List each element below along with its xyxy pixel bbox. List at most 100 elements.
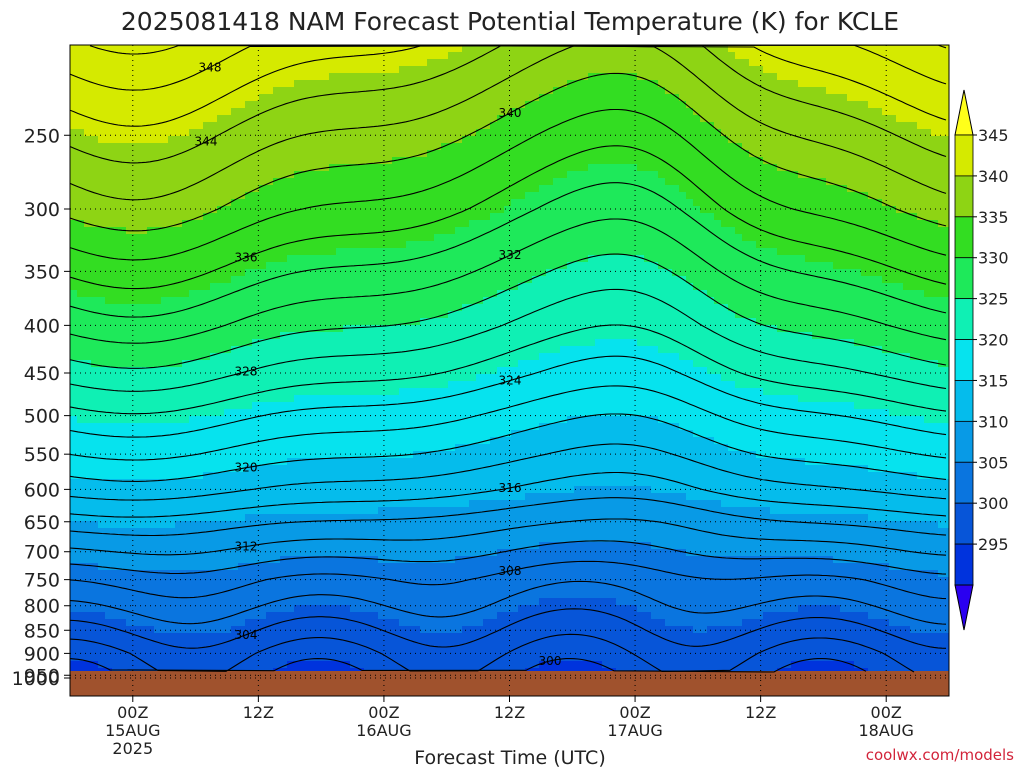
fill-cell (168, 486, 176, 494)
fill-cell (231, 360, 239, 368)
fill-cell (343, 388, 351, 396)
fill-cell (84, 416, 92, 424)
fill-cell (105, 381, 113, 389)
fill-cell (315, 325, 323, 333)
fill-cell (252, 451, 260, 459)
fill-cell (371, 122, 379, 130)
fill-cell (112, 563, 120, 571)
fill-cell (161, 647, 169, 655)
fill-cell (154, 423, 162, 431)
fill-cell (350, 409, 358, 417)
fill-cell (238, 269, 246, 277)
fill-cell (77, 199, 85, 207)
fill-cell (259, 472, 267, 480)
fill-cell (217, 108, 225, 116)
fill-cell (77, 591, 85, 599)
fill-cell (259, 612, 267, 620)
fill-cell (224, 304, 232, 312)
fill-cell (406, 122, 414, 130)
fill-cell (315, 556, 323, 564)
fill-cell (315, 199, 323, 207)
fill-cell (406, 549, 414, 557)
fill-cell (91, 388, 99, 396)
fill-cell (413, 164, 421, 172)
fill-cell (371, 157, 379, 165)
fill-cell (378, 178, 386, 186)
fill-cell (371, 59, 379, 67)
fill-cell (322, 367, 330, 375)
fill-cell (133, 591, 141, 599)
fill-cell (245, 143, 253, 151)
fill-cell (70, 227, 78, 235)
fill-cell (385, 521, 393, 529)
fill-cell (357, 269, 365, 277)
fill-cell (322, 248, 330, 256)
fill-cell (259, 66, 267, 74)
fill-cell (217, 87, 225, 95)
fill-cell (112, 206, 120, 214)
fill-cell (77, 213, 85, 221)
fill-cell (245, 528, 253, 536)
fill-cell (210, 528, 218, 536)
fill-cell (322, 52, 330, 60)
fill-cell (343, 633, 351, 641)
fill-cell (70, 269, 78, 277)
fill-cell (287, 507, 295, 515)
fill-cell (84, 570, 92, 578)
fill-cell (441, 388, 449, 396)
fill-cell (371, 619, 379, 627)
fill-cell (266, 563, 274, 571)
fill-cell (406, 647, 414, 655)
fill-cell (413, 234, 421, 242)
fill-cell (182, 367, 190, 375)
fill-cell (126, 640, 134, 648)
fill-cell (434, 423, 442, 431)
fill-cell (133, 115, 141, 123)
fill-cell (245, 339, 253, 347)
fill-cell (280, 619, 288, 627)
fill-cell (182, 591, 190, 599)
fill-cell (399, 430, 407, 438)
fill-cell (133, 395, 141, 403)
fill-cell (224, 563, 232, 571)
fill-cell (294, 556, 302, 564)
fill-cell (420, 563, 428, 571)
fill-cell (322, 360, 330, 368)
fill-cell (308, 444, 316, 452)
fill-cell (77, 164, 85, 172)
fill-cell (308, 486, 316, 494)
fill-cell (308, 381, 316, 389)
fill-cell (140, 542, 148, 550)
fill-cell (322, 388, 330, 396)
fill-cell (189, 297, 197, 305)
fill-cell (161, 395, 169, 403)
fill-cell (329, 626, 337, 634)
fill-cell (224, 479, 232, 487)
fill-cell (441, 409, 449, 417)
fill-cell (427, 94, 435, 102)
fill-cell (343, 318, 351, 326)
fill-cell (119, 220, 127, 228)
fill-cell (357, 241, 365, 249)
fill-cell (238, 157, 246, 165)
fill-cell (224, 619, 232, 627)
fill-cell (392, 437, 400, 445)
fill-cell (98, 619, 106, 627)
fill-cell (441, 500, 449, 508)
fill-cell (427, 479, 435, 487)
fill-cell (406, 171, 414, 179)
fill-cell (266, 297, 274, 305)
fill-cell (413, 542, 421, 550)
fill-cell (259, 591, 267, 599)
fill-cell (350, 304, 358, 312)
fill-cell (350, 248, 358, 256)
fill-cell (441, 353, 449, 361)
fill-cell (217, 206, 225, 214)
fill-cell (189, 458, 197, 466)
fill-cell (322, 395, 330, 403)
fill-cell (203, 325, 211, 333)
fill-cell (245, 605, 253, 613)
fill-cell (287, 80, 295, 88)
fill-cell (357, 437, 365, 445)
fill-cell (371, 346, 379, 354)
